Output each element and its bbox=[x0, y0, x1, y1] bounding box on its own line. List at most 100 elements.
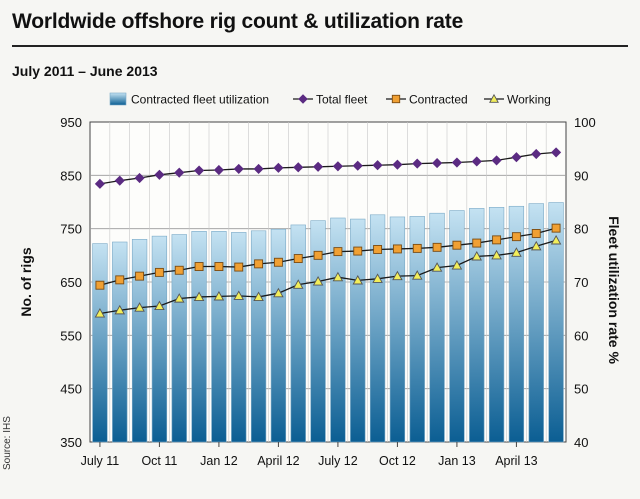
point-total-fleet bbox=[253, 163, 264, 174]
point-contracted bbox=[273, 257, 283, 267]
point-working bbox=[134, 302, 145, 312]
point-total-fleet bbox=[432, 158, 443, 169]
point-total-fleet bbox=[134, 172, 145, 184]
bar-contracted-fleet-utilization bbox=[350, 218, 366, 443]
point-total-fleet bbox=[194, 165, 205, 176]
point-contracted bbox=[135, 271, 145, 281]
point-contracted bbox=[531, 229, 541, 238]
point-total-fleet bbox=[213, 164, 224, 176]
point-working bbox=[253, 291, 264, 301]
y-left-axis-title: No. of rigs bbox=[18, 247, 34, 316]
point-total-fleet bbox=[471, 156, 482, 167]
point-total-fleet bbox=[451, 157, 462, 168]
bar-contracted-fleet-utilization bbox=[250, 230, 267, 443]
point-contracted bbox=[333, 247, 343, 257]
point-total-fleet bbox=[114, 175, 125, 186]
point-total-fleet bbox=[352, 160, 363, 171]
point-working bbox=[511, 247, 522, 257]
legend-marker-contracted bbox=[391, 94, 401, 104]
y-left-tick-label: 450 bbox=[60, 382, 82, 397]
point-total-fleet bbox=[372, 160, 383, 171]
y-right-tick-label: 50 bbox=[574, 382, 588, 397]
bar-contracted-fleet-utilization bbox=[310, 220, 326, 443]
y-right-tick-label: 80 bbox=[574, 222, 588, 237]
bar-contracted-fleet-utilization bbox=[548, 202, 564, 443]
bar-contracted-fleet-utilization bbox=[231, 232, 247, 443]
point-total-fleet bbox=[154, 169, 165, 180]
y-right-tick-label: 40 bbox=[574, 435, 588, 450]
bar-contracted-fleet-utilization bbox=[369, 214, 386, 443]
bar-contracted-fleet-utilization bbox=[191, 231, 207, 443]
source-note: Source: IHS bbox=[2, 416, 13, 470]
bar-contracted-fleet-utilization bbox=[409, 216, 425, 443]
y-left-tick-label: 550 bbox=[60, 328, 82, 343]
point-contracted bbox=[432, 242, 442, 252]
point-working bbox=[94, 308, 106, 318]
legend: Contracted fleet utilization Total fleet C… bbox=[109, 92, 551, 107]
legend-swatch-contracted-fleet-utilization bbox=[109, 92, 127, 106]
y-left-tick-label: 350 bbox=[60, 435, 82, 450]
point-contracted bbox=[254, 259, 264, 269]
point-contracted bbox=[234, 262, 244, 272]
bar-contracted-fleet-utilization bbox=[171, 234, 187, 443]
y-left-tick-label: 850 bbox=[60, 168, 82, 183]
point-working bbox=[550, 234, 562, 245]
point-contracted bbox=[174, 265, 184, 275]
point-contracted bbox=[412, 243, 422, 253]
y-left-tick-label: 650 bbox=[60, 275, 82, 290]
legend-label-working: Working bbox=[507, 93, 551, 107]
y-left-tick-label: 950 bbox=[60, 115, 82, 130]
legend-marker-working bbox=[489, 93, 499, 103]
title-divider bbox=[12, 45, 628, 47]
point-working bbox=[471, 250, 483, 261]
y-right-tick-label: 70 bbox=[574, 275, 588, 290]
point-working bbox=[213, 290, 225, 301]
point-total-fleet bbox=[94, 178, 105, 189]
bar-contracted-fleet-utilization bbox=[112, 241, 128, 443]
x-tick-label: Jan 12 bbox=[200, 454, 238, 468]
y-right-axis-title: Fleet utilization rate % bbox=[606, 216, 622, 364]
point-working bbox=[530, 240, 542, 251]
point-working bbox=[273, 287, 284, 298]
x-tick-label: July 12 bbox=[318, 454, 358, 468]
point-total-fleet bbox=[531, 148, 542, 160]
bar-contracted-fleet-utilization bbox=[528, 203, 544, 443]
point-working bbox=[392, 270, 403, 281]
point-contracted bbox=[214, 262, 224, 271]
point-working bbox=[431, 262, 443, 272]
point-contracted bbox=[313, 250, 323, 260]
point-working bbox=[352, 274, 364, 285]
point-working bbox=[173, 293, 185, 303]
point-total-fleet bbox=[313, 161, 324, 172]
bar-contracted-fleet-utilization bbox=[131, 239, 148, 443]
bar-contracted-fleet-utilization bbox=[508, 205, 525, 443]
point-contracted bbox=[194, 262, 204, 271]
point-contracted bbox=[115, 275, 125, 285]
point-contracted bbox=[95, 280, 105, 290]
point-working bbox=[411, 270, 423, 280]
x-tick-label: April 12 bbox=[257, 454, 299, 468]
point-working bbox=[292, 279, 304, 289]
point-contracted bbox=[154, 267, 164, 277]
bar-contracted-fleet-utilization bbox=[151, 235, 168, 443]
point-total-fleet bbox=[293, 162, 304, 173]
y-right-tick-label: 60 bbox=[574, 328, 588, 343]
point-contracted bbox=[392, 244, 402, 254]
legend-label-contracted: Contracted bbox=[409, 93, 468, 107]
point-total-fleet bbox=[392, 159, 403, 170]
point-working bbox=[154, 300, 165, 311]
bar-contracted-fleet-utilization bbox=[469, 208, 485, 443]
point-working bbox=[372, 273, 383, 283]
point-working bbox=[114, 304, 126, 315]
point-working bbox=[491, 249, 502, 260]
point-contracted bbox=[551, 223, 561, 233]
chart-title: Worldwide offshore rig count & utilizati… bbox=[12, 10, 464, 33]
point-total-fleet bbox=[174, 167, 185, 178]
point-contracted bbox=[511, 232, 521, 242]
x-tick-label: Jan 13 bbox=[438, 454, 476, 468]
point-total-fleet bbox=[412, 158, 423, 169]
chart-subtitle: July 2011 – June 2013 bbox=[12, 63, 158, 79]
point-total-fleet bbox=[551, 147, 562, 158]
y-left-tick-label: 750 bbox=[60, 222, 82, 237]
